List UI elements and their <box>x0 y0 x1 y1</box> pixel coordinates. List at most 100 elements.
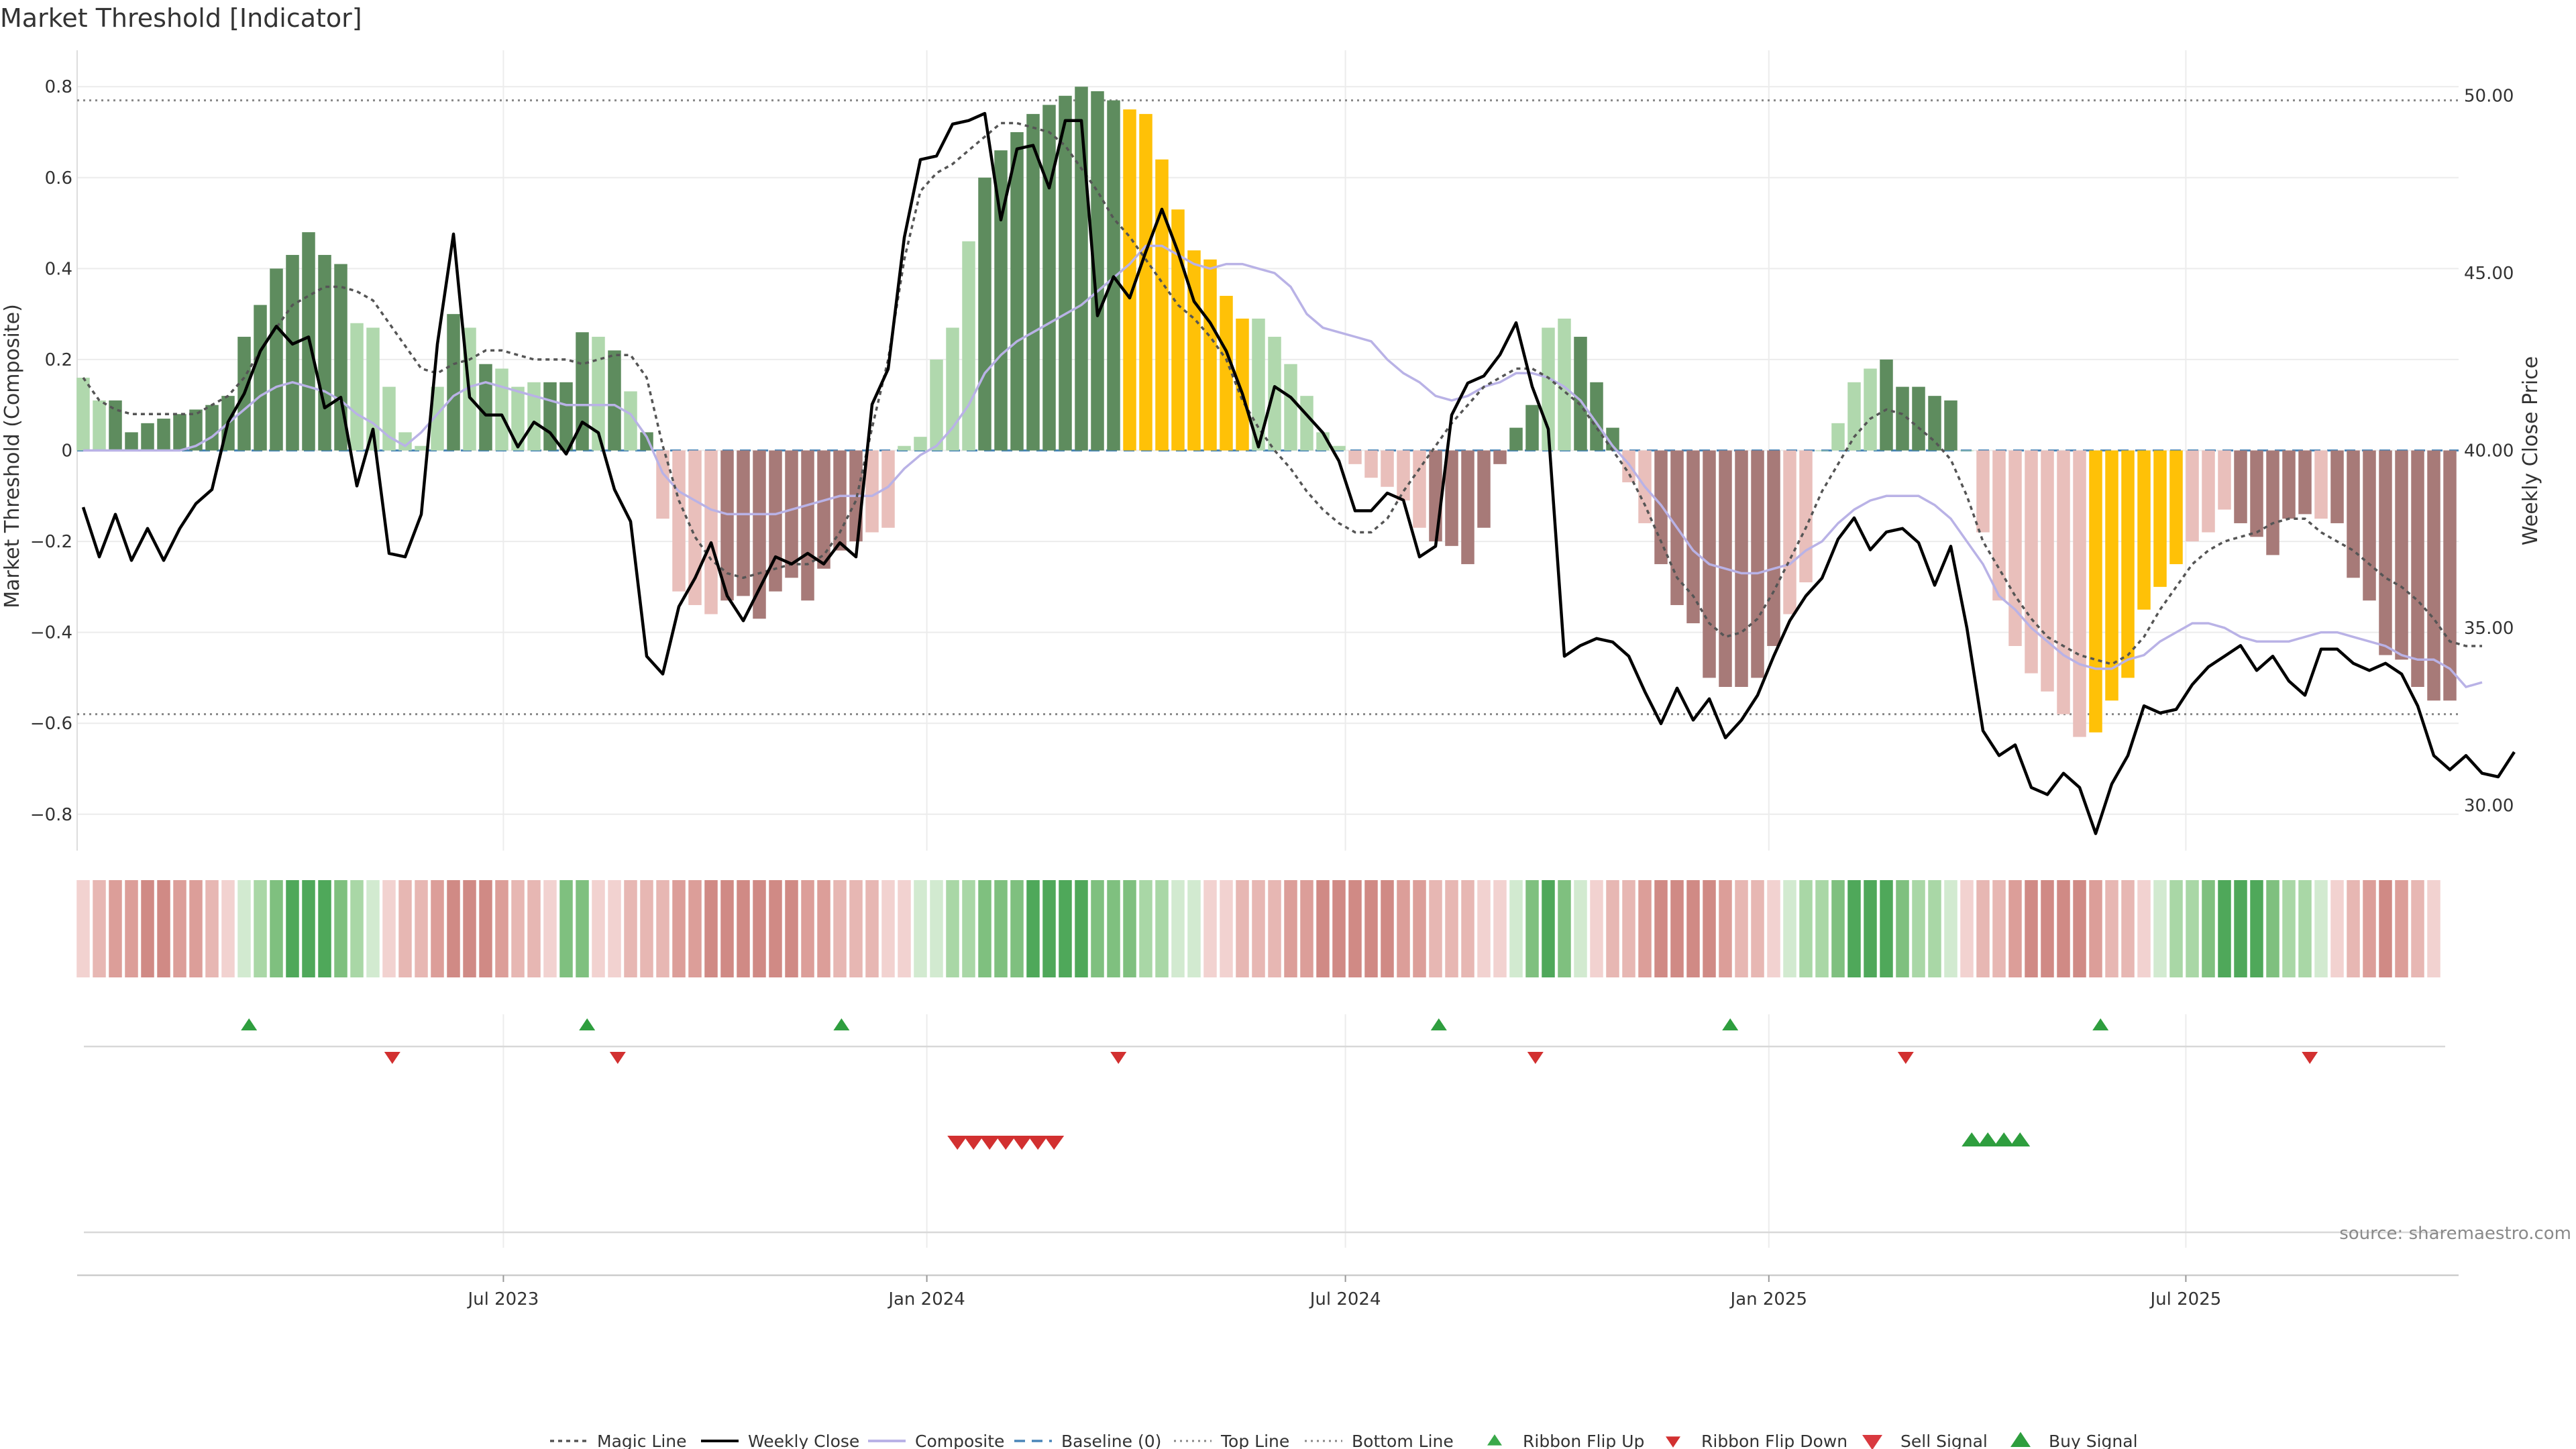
ribbon-cell <box>511 880 525 977</box>
ribbon-cell <box>785 880 798 977</box>
ribbon-cell <box>398 880 412 977</box>
legend-label: Bottom Line <box>1352 1432 1454 1449</box>
legend-item: Weekly Close <box>701 1432 859 1449</box>
ribbon-cell <box>1268 880 1281 977</box>
composite-bar <box>495 368 508 451</box>
composite-bar <box>2121 450 2135 678</box>
x-axis: Jul 2023 Jan 2024 Jul 2024 Jan 2025 Jul 2025 <box>77 1274 2459 1309</box>
composite-bar <box>624 391 637 451</box>
composite-bar <box>688 450 702 605</box>
ribbon-cell <box>415 880 428 977</box>
ribbon-cell <box>1960 880 1974 977</box>
composite-bar <box>1268 337 1281 451</box>
ribbon-flip-down-marker <box>384 1052 400 1064</box>
ribbon-cell <box>2218 880 2231 977</box>
composite-bar <box>2443 450 2457 701</box>
composite-bar <box>1364 450 1378 478</box>
composite-bar <box>447 314 460 451</box>
ribbon-cell <box>1638 880 1652 977</box>
ribbon-flip-up-marker <box>241 1018 258 1030</box>
ribbon-cell <box>431 880 444 977</box>
y-tick-label: 0.2 <box>45 350 72 370</box>
legend-label: Sell Signal <box>1900 1432 1988 1449</box>
ribbon-cell <box>1461 880 1474 977</box>
source-note: source: sharemaestro.com <box>2339 1224 2571 1244</box>
composite-bar <box>270 268 283 451</box>
composite-bar <box>1139 113 1152 451</box>
composite-bar <box>350 323 364 451</box>
ribbon-cell <box>157 880 170 977</box>
composite-bar <box>737 450 750 596</box>
composite-bar <box>2218 450 2231 510</box>
composite-bar <box>1203 259 1217 451</box>
buy-signal-marker <box>1962 1132 1982 1146</box>
sell-signal-marker <box>947 1136 968 1150</box>
composite-bar <box>398 432 412 451</box>
right-axis-label: Weekly Close Price <box>2519 356 2542 545</box>
ribbon-cell <box>559 880 573 977</box>
legend-label: Buy Signal <box>2049 1432 2138 1449</box>
ribbon-cell <box>109 880 122 977</box>
ribbon-cell <box>624 880 637 977</box>
ribbon-cell <box>656 880 669 977</box>
composite-bar <box>1413 450 1426 528</box>
composite-bar <box>1509 427 1523 451</box>
composite-bar <box>1059 95 1072 451</box>
ribbon-cell <box>1059 880 1072 977</box>
ribbon-cell <box>881 880 895 977</box>
ribbon-cell <box>2234 880 2247 977</box>
buy-signal-marker <box>2010 1132 2031 1146</box>
ribbon-cell <box>1252 880 1265 977</box>
ribbon-cell <box>1203 880 1217 977</box>
right-axis-ticks: 50.00 45.00 40.00 35.00 30.00 <box>2464 87 2514 816</box>
composite-bar <box>1397 450 1410 501</box>
ribbon-cell <box>1316 880 1330 977</box>
composite-bar <box>1236 318 1249 451</box>
legend-item: Composite <box>868 1432 1004 1449</box>
composite-bar <box>189 409 203 451</box>
ribbon-cell <box>2427 880 2440 977</box>
ribbon-cell <box>2250 880 2263 977</box>
ribbon-cell <box>2153 880 2167 977</box>
composite-bar <box>2041 450 2054 692</box>
ribbon-cell <box>1896 880 1909 977</box>
ribbon-cell <box>1976 880 1990 977</box>
ribbon-flip-panel <box>84 1018 2445 1064</box>
ribbon-cell <box>2314 880 2328 977</box>
ribbon-cell <box>93 880 106 977</box>
ribbon-cell <box>286 880 299 977</box>
ribbon-cell <box>608 880 621 977</box>
composite-bar <box>76 378 90 451</box>
composite-bar <box>1187 250 1201 451</box>
y2-tick-label: 30.00 <box>2464 796 2514 816</box>
buy-signal-marker <box>1994 1132 2015 1146</box>
ribbon-cell <box>76 880 90 977</box>
ribbon-cell <box>2073 880 2086 977</box>
ribbon-cell <box>1525 880 1539 977</box>
composite-bar <box>1461 450 1474 564</box>
composite-bar <box>479 364 492 451</box>
ribbon-cell <box>254 880 267 977</box>
ribbon-cell <box>334 880 347 977</box>
legend-swatch <box>1487 1434 1502 1446</box>
ribbon-cell <box>2057 880 2070 977</box>
ribbon-cell <box>189 880 203 977</box>
composite-bar <box>2089 450 2102 733</box>
ribbon-cell <box>463 880 476 977</box>
ribbon-cell <box>704 880 718 977</box>
ribbon-cell <box>753 880 766 977</box>
composite-bar <box>1992 450 2006 601</box>
ribbon-cell <box>205 880 219 977</box>
composite-bar <box>2105 450 2118 701</box>
y-tick-label: 0 <box>61 441 72 462</box>
ribbon-flip-up-marker <box>1430 1018 1447 1030</box>
composite-bar <box>1767 450 1780 646</box>
ribbon-cell <box>1445 880 1458 977</box>
y2-tick-label: 50.00 <box>2464 87 2514 107</box>
composite-bar <box>962 241 975 451</box>
composite-bar <box>109 400 122 451</box>
y-tick-label: −0.6 <box>30 714 72 734</box>
ribbon-cell <box>1236 880 1249 977</box>
ribbon-cell <box>1831 880 1845 977</box>
composite-bar <box>1654 450 1668 564</box>
